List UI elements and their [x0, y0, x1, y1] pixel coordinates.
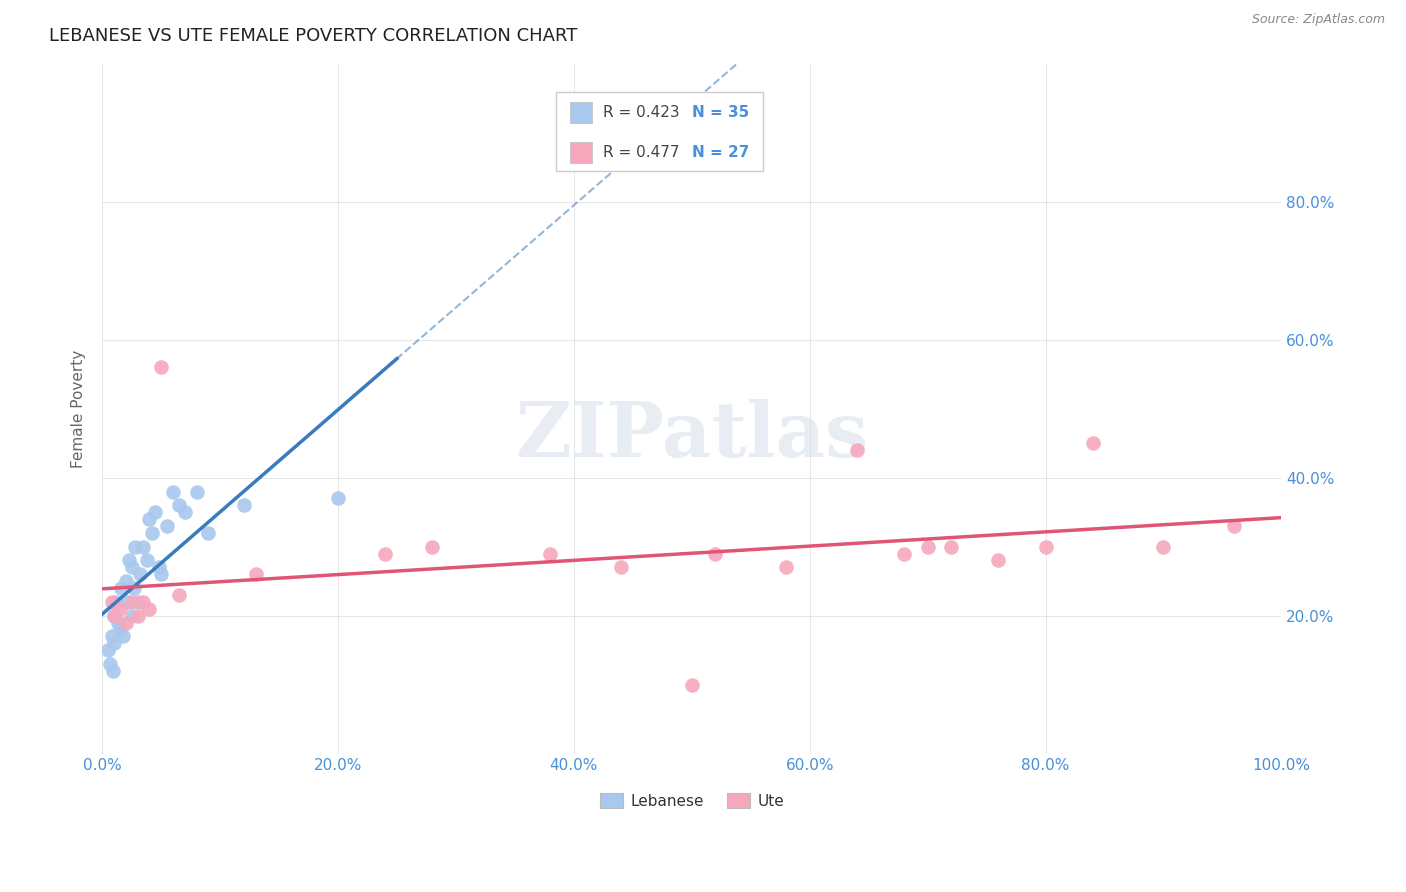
Point — [893, 547, 915, 561]
Point — [374, 547, 396, 561]
Point — [148, 560, 170, 574]
Point — [326, 491, 349, 506]
FancyBboxPatch shape — [557, 92, 762, 171]
Point — [97, 643, 120, 657]
Point — [107, 615, 129, 630]
Point — [681, 677, 703, 691]
Text: Source: ZipAtlas.com: Source: ZipAtlas.com — [1251, 13, 1385, 27]
Point — [1153, 540, 1175, 554]
FancyBboxPatch shape — [571, 142, 592, 162]
Point — [103, 608, 125, 623]
Point — [162, 484, 184, 499]
Point — [132, 540, 155, 554]
Point — [245, 567, 267, 582]
Point — [112, 629, 135, 643]
Point — [143, 505, 166, 519]
Point — [138, 601, 160, 615]
Text: R = 0.477: R = 0.477 — [603, 145, 681, 160]
Text: N = 27: N = 27 — [692, 145, 749, 160]
Text: LEBANESE VS UTE FEMALE POVERTY CORRELATION CHART: LEBANESE VS UTE FEMALE POVERTY CORRELATI… — [49, 27, 578, 45]
Point — [422, 540, 444, 554]
Point — [917, 540, 939, 554]
Point — [124, 540, 146, 554]
Point — [845, 443, 868, 458]
Point — [100, 657, 122, 671]
Point — [136, 553, 159, 567]
Point — [110, 581, 132, 595]
Point — [100, 595, 122, 609]
Point — [108, 601, 131, 615]
Legend: Lebanese, Ute: Lebanese, Ute — [593, 787, 790, 814]
Point — [775, 560, 797, 574]
Point — [132, 595, 155, 609]
Point — [121, 608, 143, 623]
Point — [1223, 519, 1246, 533]
Point — [121, 560, 143, 574]
FancyBboxPatch shape — [571, 102, 592, 123]
Point — [941, 540, 963, 554]
Point — [100, 629, 122, 643]
Point — [1081, 436, 1104, 450]
Text: N = 35: N = 35 — [692, 105, 749, 120]
Point — [232, 498, 254, 512]
Point — [987, 553, 1010, 567]
Point — [138, 512, 160, 526]
Y-axis label: Female Poverty: Female Poverty — [72, 350, 86, 468]
Point — [610, 560, 633, 574]
Point — [704, 547, 727, 561]
Text: R = 0.423: R = 0.423 — [603, 105, 681, 120]
Point — [156, 519, 179, 533]
Point — [122, 581, 145, 595]
Point — [1035, 540, 1057, 554]
Point — [167, 588, 190, 602]
Point — [121, 595, 143, 609]
Point — [150, 567, 173, 582]
Point — [167, 498, 190, 512]
Point — [538, 547, 561, 561]
Point — [101, 664, 124, 678]
Point — [108, 623, 131, 637]
Point — [118, 553, 141, 567]
Point — [173, 505, 195, 519]
Point — [114, 574, 136, 589]
Point — [127, 608, 149, 623]
Point — [141, 525, 163, 540]
Point — [150, 360, 173, 375]
Point — [114, 615, 136, 630]
Point — [103, 608, 125, 623]
Point — [186, 484, 208, 499]
Point — [197, 525, 219, 540]
Point — [129, 567, 152, 582]
Point — [105, 595, 128, 609]
Text: ZIPatlas: ZIPatlas — [515, 400, 869, 474]
Point — [117, 595, 139, 609]
Point — [127, 595, 149, 609]
Point — [103, 636, 125, 650]
